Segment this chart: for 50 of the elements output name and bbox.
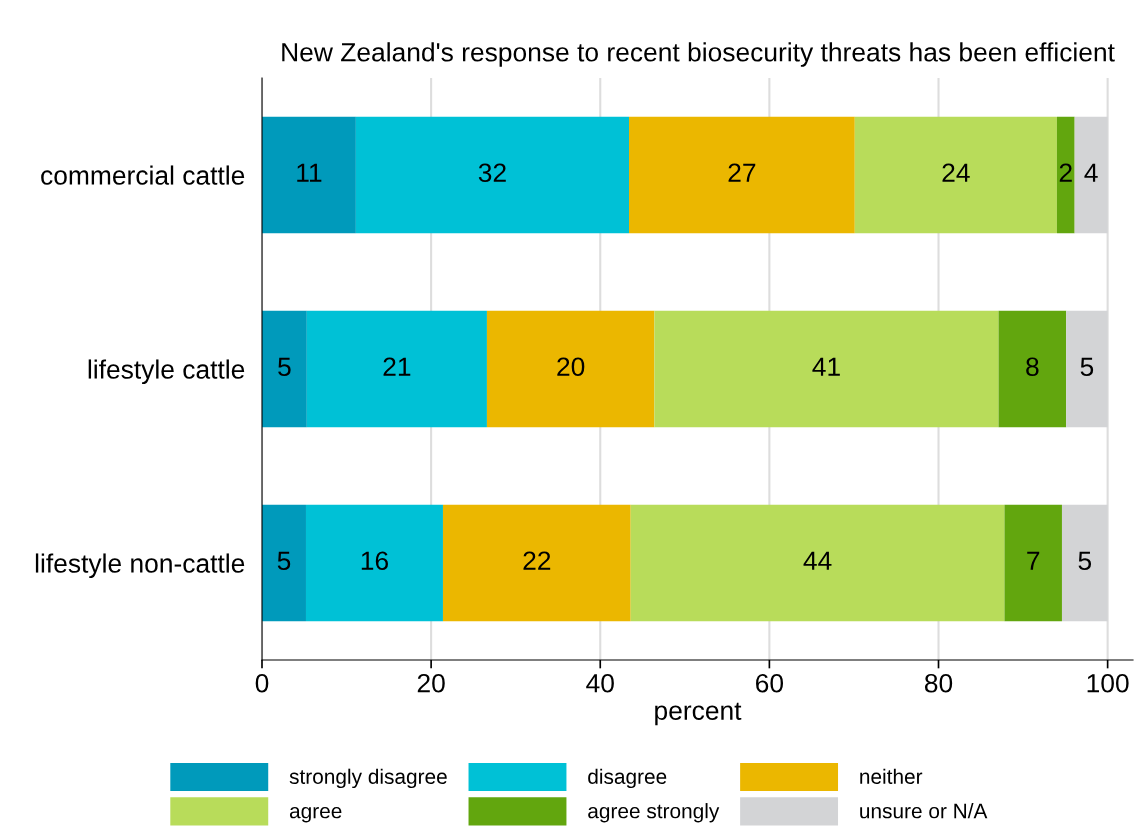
bar (486, 310, 655, 428)
bar (355, 116, 629, 234)
data-label: 5 (278, 357, 291, 377)
bar (306, 310, 487, 428)
data-label: 4 (1084, 163, 1098, 182)
data-label: 27 (728, 163, 756, 182)
bar (654, 310, 999, 428)
x-tick-label: 40 (586, 673, 614, 693)
legend-label: agree strongly (588, 803, 720, 823)
legend-label: agree (289, 806, 342, 823)
bar (998, 310, 1067, 428)
data-label: 20 (557, 357, 585, 377)
legend-label: disagree (588, 768, 667, 789)
data-label: 32 (478, 163, 506, 183)
y-tick-label: commercial cattle (41, 165, 245, 185)
x-tick-label: 20 (417, 673, 445, 693)
data-label: 5 (277, 551, 291, 571)
legend-label: neither (860, 768, 923, 784)
bar (305, 504, 443, 622)
y-tick-label: lifestyle cattle (88, 359, 245, 385)
x-tick-label: 80 (924, 673, 953, 693)
data-label: 5 (1080, 357, 1094, 377)
bar (262, 116, 356, 234)
data-label: 22 (523, 551, 551, 570)
data-label: 24 (942, 163, 970, 182)
bar (630, 504, 1005, 622)
bar (1004, 504, 1062, 622)
legend-label: unsure or N/A (860, 803, 988, 819)
data-label: 44 (803, 551, 832, 570)
data-label: 11 (297, 163, 322, 182)
data-label: 8 (1026, 357, 1039, 377)
bar (854, 116, 1057, 234)
bar (629, 116, 855, 234)
x-tick-label: 60 (756, 673, 784, 693)
y-tick-label: lifestyle non-cattle (35, 553, 245, 579)
bar (442, 504, 631, 622)
bar (1056, 116, 1075, 234)
data-label: 7 (1027, 551, 1040, 570)
legend-label: strongly disagree (289, 768, 447, 789)
bar (262, 504, 306, 622)
data-label: 21 (383, 357, 411, 376)
x-tick-label: 0 (255, 673, 269, 693)
chart-title: New Zealand's response to recent biosecurity threats has been efficient (282, 42, 1115, 67)
x-axis-title: percent (655, 702, 742, 726)
x-tick-label: 100 (1087, 673, 1129, 693)
bar (262, 310, 307, 428)
data-label: 41 (812, 357, 840, 376)
data-label: 16 (361, 551, 388, 571)
data-label: 5 (1078, 551, 1092, 571)
data-label: 2 (1059, 163, 1072, 182)
